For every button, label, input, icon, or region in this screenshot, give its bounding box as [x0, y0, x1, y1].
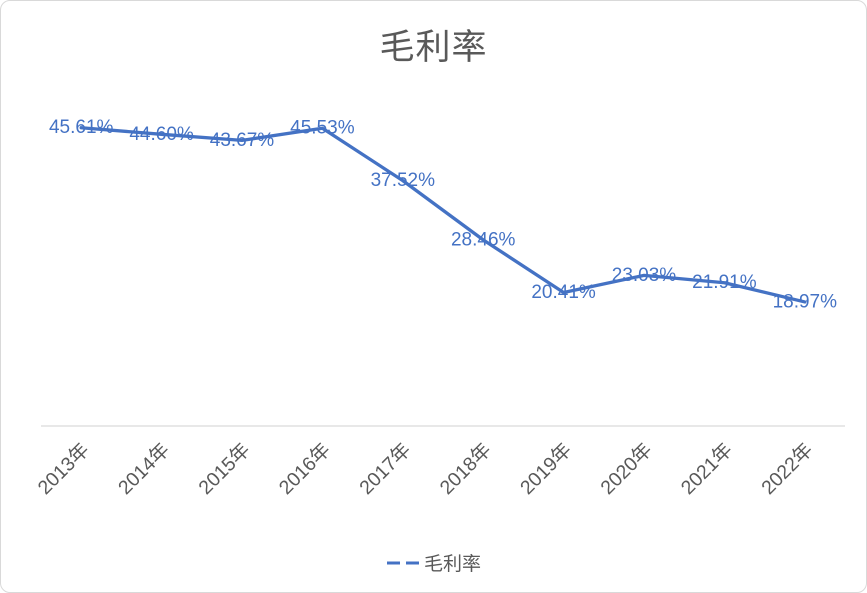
data-label-2022年: 18.97%	[773, 291, 838, 312]
legend: 毛利率	[1, 549, 866, 576]
data-label-2020年: 23.03%	[612, 265, 677, 286]
x-axis-label-2015年: 2015年	[195, 439, 255, 499]
x-axis-label-2022年: 2022年	[757, 439, 817, 499]
x-axis-label-2013年: 2013年	[34, 439, 94, 499]
data-label-2016年: 45.53%	[290, 118, 355, 139]
data-label-2018年: 28.46%	[451, 229, 516, 250]
legend-dashed-line-icon	[386, 561, 419, 564]
legend-series-label: 毛利率	[423, 554, 481, 575]
x-axis-label-2021年: 2021年	[677, 439, 737, 499]
data-label-2015年: 43.67%	[210, 130, 275, 151]
x-axis-label-2016年: 2016年	[275, 439, 335, 499]
x-axis-label-2018年: 2018年	[436, 439, 496, 499]
data-label-2014年: 44.60%	[129, 124, 194, 145]
data-label-2019年: 20.41%	[531, 282, 596, 303]
x-axis-label-2017年: 2017年	[355, 439, 415, 499]
data-label-2017年: 37.52%	[371, 170, 436, 191]
x-axis-label-2020年: 2020年	[597, 439, 657, 499]
series-line	[79, 126, 807, 304]
x-axis-label-2014年: 2014年	[114, 439, 174, 499]
data-label-2021年: 21.91%	[692, 272, 757, 293]
x-axis-label-2019年: 2019年	[516, 439, 576, 499]
data-label-2013年: 45.61%	[49, 117, 114, 138]
